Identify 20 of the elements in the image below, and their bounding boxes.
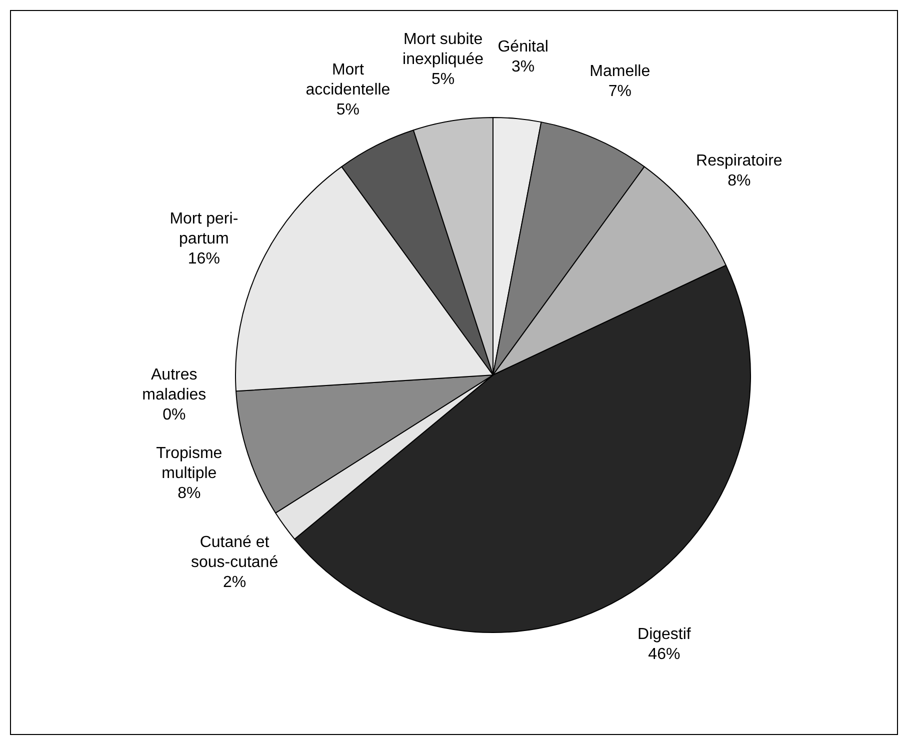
data-label: 16% — [188, 250, 220, 268]
slice-label: Génital — [498, 38, 548, 56]
data-label: 5% — [336, 102, 360, 119]
slice-label: Cutané et sous-cutané — [190, 534, 278, 572]
slice-label: Mort peri-partum — [170, 210, 238, 248]
slice-label: Mort subite inexpliquée — [402, 30, 484, 68]
category-label: Autres maladies — [142, 366, 206, 404]
data-label: 7% — [608, 83, 632, 100]
text: 0% — [162, 406, 186, 424]
data-label: 46% — [648, 646, 680, 664]
slice-label: Mort accidentelle — [306, 62, 390, 99]
data-label: 5% — [431, 70, 455, 88]
slice-label: Mamelle — [590, 63, 650, 80]
slice-label: Digestif — [638, 626, 692, 644]
slice-label: Tropisme multiple — [156, 445, 222, 482]
data-label: 2% — [222, 574, 246, 592]
data-label: 8% — [728, 172, 751, 190]
data-label: 3% — [512, 58, 535, 76]
slice-label: Respiratoire — [696, 152, 782, 170]
data-label: 8% — [178, 485, 201, 502]
